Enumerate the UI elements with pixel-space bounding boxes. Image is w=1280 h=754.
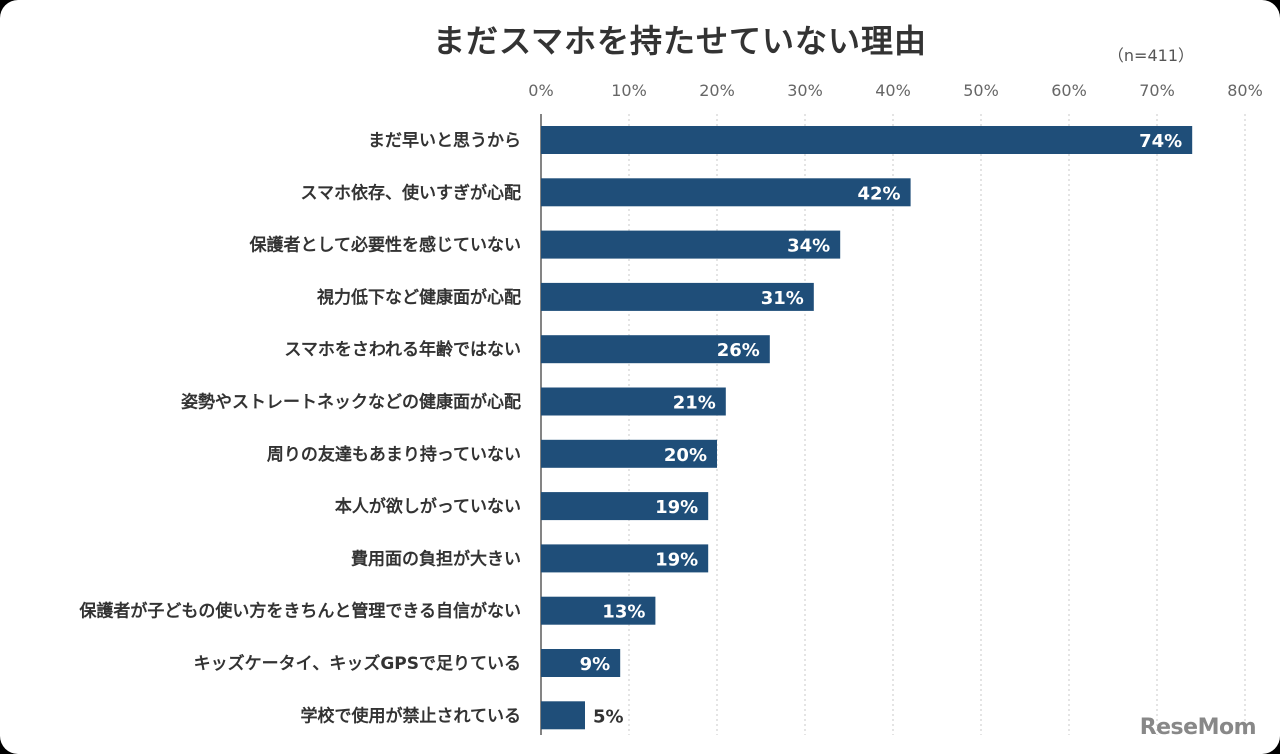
bar — [541, 126, 1193, 154]
category-label: 費用面の負担が大きい — [351, 548, 521, 569]
value-label: 21% — [673, 393, 716, 414]
category-label: 保護者が子どもの使い方をきちんと管理できる自信がない — [78, 601, 521, 622]
value-label: 5% — [593, 706, 624, 727]
category-label: スマホをさわれる年齢ではない — [284, 339, 521, 360]
bar — [541, 335, 770, 364]
bar — [541, 387, 726, 416]
x-tick-label: 60% — [1051, 81, 1087, 100]
bar — [541, 649, 621, 677]
category-label: キッズケータイ、キッズGPSで足りている — [194, 653, 521, 674]
category-label: スマホ依存、使いすぎが心配 — [301, 182, 522, 203]
category-label: 本人が欲しがっていない — [335, 496, 521, 517]
bar — [541, 492, 709, 521]
x-tick-label: 0% — [528, 81, 553, 100]
bar — [541, 439, 717, 468]
x-tick-label: 10% — [611, 81, 647, 100]
x-tick-label: 70% — [1139, 81, 1175, 100]
value-label: 74% — [1139, 131, 1182, 152]
value-label: 34% — [787, 236, 830, 257]
x-tick-label: 30% — [787, 81, 823, 100]
x-tick-label: 20% — [699, 81, 735, 100]
resemom-logo: ReseMom — [1139, 715, 1257, 740]
bar — [541, 544, 709, 573]
value-label: 31% — [761, 288, 804, 309]
sample-size: （n=411） — [1107, 46, 1194, 65]
bar — [541, 230, 841, 259]
category-label: 周りの友達もあまり持っていない — [267, 444, 521, 465]
category-label: 保護者として必要性を感じていない — [249, 235, 522, 256]
value-label: 9% — [580, 654, 611, 675]
category-label: まだ早いと思うから — [368, 131, 521, 151]
x-tick-label: 40% — [875, 81, 911, 100]
bar — [541, 701, 585, 730]
value-label: 20% — [664, 445, 707, 466]
value-label: 26% — [717, 340, 760, 361]
bar — [541, 178, 911, 207]
category-label: 視力低下など健康面が心配 — [316, 287, 521, 308]
x-tick-label: 50% — [963, 81, 999, 100]
value-label: 13% — [602, 602, 645, 623]
value-label: 42% — [858, 183, 901, 204]
bar — [541, 282, 814, 311]
bar — [541, 596, 656, 625]
value-label: 19% — [655, 497, 698, 518]
value-label: 19% — [655, 549, 698, 570]
category-label: 学校で使用が禁止されている — [301, 705, 522, 726]
chart-title: まだスマホを持たせていない理由 — [432, 22, 928, 60]
x-tick-label: 80% — [1227, 81, 1263, 100]
category-label: 姿勢やストレートネックなどの健康面が心配 — [181, 392, 521, 413]
